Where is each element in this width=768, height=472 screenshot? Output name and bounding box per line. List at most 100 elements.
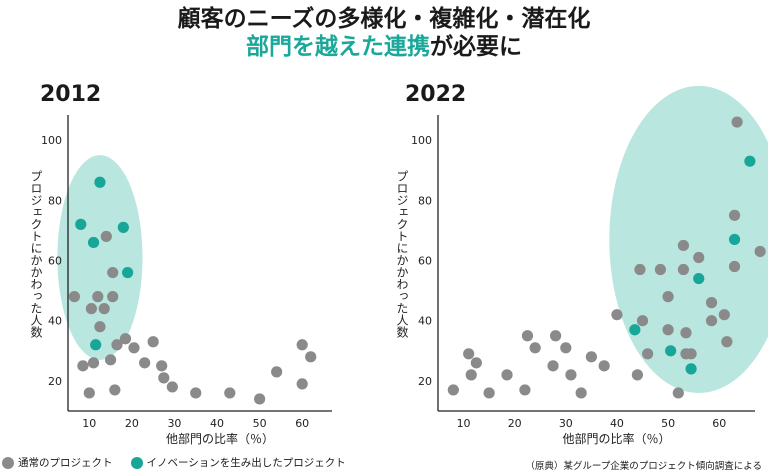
innovation-point bbox=[122, 266, 134, 279]
x-axis-label: 他部門の比率（％） bbox=[562, 431, 670, 446]
normal-point bbox=[83, 387, 95, 399]
y-tick-label: 60 bbox=[418, 255, 432, 268]
innovation-point bbox=[744, 155, 756, 167]
normal-point bbox=[636, 315, 649, 327]
legend-gray-dot-icon bbox=[2, 456, 14, 469]
normal-point bbox=[685, 348, 697, 360]
normal-point bbox=[598, 360, 610, 372]
x-tick-label: 50 bbox=[661, 417, 675, 430]
innovation-point bbox=[685, 363, 697, 375]
normal-point bbox=[92, 291, 104, 303]
normal-point bbox=[693, 251, 705, 264]
normal-point bbox=[677, 239, 690, 252]
normal-point bbox=[128, 342, 140, 354]
normal-point bbox=[728, 260, 741, 273]
innovation-point bbox=[117, 221, 129, 233]
normal-point bbox=[521, 330, 534, 342]
normal-point bbox=[107, 266, 119, 279]
normal-point bbox=[560, 342, 572, 354]
normal-point bbox=[642, 348, 654, 360]
normal-point bbox=[483, 387, 495, 399]
normal-point bbox=[672, 387, 684, 399]
legend-teal-dot-icon bbox=[130, 456, 143, 469]
innovation-point bbox=[629, 324, 641, 336]
x-tick-label: 20 bbox=[125, 417, 139, 430]
normal-point bbox=[166, 381, 178, 393]
normal-point bbox=[465, 369, 477, 381]
x-tick-label: 60 bbox=[712, 417, 726, 430]
y-tick-label: 40 bbox=[418, 315, 432, 328]
normal-point bbox=[139, 357, 151, 369]
x-tick-label: 10 bbox=[82, 417, 96, 430]
innovation-point bbox=[94, 176, 106, 188]
y-axis-label: プロジェクトにかかわった人数 bbox=[29, 170, 43, 339]
normal-point bbox=[501, 369, 513, 381]
normal-point bbox=[565, 369, 577, 381]
normal-point bbox=[705, 297, 718, 309]
normal-point bbox=[754, 245, 766, 258]
y-tick-label: 40 bbox=[48, 315, 62, 328]
normal-point bbox=[718, 309, 730, 321]
highlight-ellipse bbox=[57, 155, 143, 360]
y-tick-label: 60 bbox=[48, 255, 62, 268]
normal-point bbox=[254, 393, 266, 405]
normal-point bbox=[662, 291, 674, 303]
normal-point bbox=[147, 336, 159, 348]
x-tick-label: 10 bbox=[457, 417, 471, 430]
x-tick-label: 40 bbox=[210, 417, 224, 430]
normal-point bbox=[305, 351, 317, 363]
y-tick-label: 20 bbox=[418, 375, 432, 388]
normal-point bbox=[85, 303, 98, 315]
main-title-line1: 顧客のニーズの多様化・複雑化・潜在化 bbox=[177, 6, 591, 32]
normal-point bbox=[68, 291, 80, 303]
normal-point bbox=[549, 330, 562, 342]
legend: 通常のプロジェクト イノベーションを生み出したプロジェクト bbox=[2, 455, 346, 470]
main-title-line2: 部門を越えた連携が必要に bbox=[0, 33, 768, 61]
normal-point bbox=[529, 342, 541, 354]
normal-point bbox=[190, 387, 202, 399]
highlight-ellipse bbox=[609, 85, 768, 393]
innovation-point bbox=[665, 345, 677, 357]
x-axis-label: 他部門の比率（％） bbox=[166, 431, 274, 446]
x-tick-label: 50 bbox=[253, 417, 267, 430]
normal-point bbox=[611, 309, 623, 321]
y-tick-label: 80 bbox=[48, 194, 62, 207]
normal-point bbox=[519, 384, 531, 396]
normal-point bbox=[721, 336, 733, 348]
y-tick-label: 100 bbox=[41, 134, 62, 147]
normal-point bbox=[631, 369, 644, 381]
chart-title: 2022 bbox=[405, 82, 466, 107]
innovation-point bbox=[75, 218, 87, 230]
source-note: （原典）某グループ企業のプロジェクト傾向調査による bbox=[525, 461, 762, 472]
innovation-point bbox=[728, 233, 741, 246]
x-tick-label: 60 bbox=[295, 417, 309, 430]
normal-point bbox=[100, 230, 112, 243]
innovation-point bbox=[693, 272, 705, 285]
normal-point bbox=[77, 360, 89, 372]
x-tick-label: 20 bbox=[508, 417, 522, 430]
y-tick-label: 80 bbox=[418, 194, 432, 207]
x-tick-label: 30 bbox=[559, 417, 573, 430]
normal-point bbox=[296, 378, 308, 390]
legend-gray-label: 通常のプロジェクト bbox=[18, 457, 113, 469]
normal-point bbox=[463, 348, 475, 360]
normal-point bbox=[654, 263, 667, 276]
normal-point bbox=[662, 324, 674, 336]
title-highlight: 部門を越えた連携 bbox=[246, 34, 430, 60]
x-tick-label: 40 bbox=[610, 417, 624, 430]
title-rest: が必要に bbox=[430, 34, 522, 60]
y-tick-label: 100 bbox=[411, 134, 432, 147]
normal-point bbox=[575, 387, 587, 399]
normal-point bbox=[677, 263, 690, 276]
normal-point bbox=[109, 384, 121, 396]
normal-point bbox=[728, 209, 741, 221]
normal-point bbox=[87, 357, 100, 369]
normal-point bbox=[705, 315, 718, 327]
normal-point bbox=[447, 384, 459, 396]
normal-point bbox=[119, 333, 132, 345]
normal-point bbox=[94, 321, 106, 333]
x-tick-label: 30 bbox=[167, 417, 181, 430]
y-axis-label: プロジェクトにかかわった人数 bbox=[395, 170, 409, 339]
normal-point bbox=[470, 357, 482, 369]
